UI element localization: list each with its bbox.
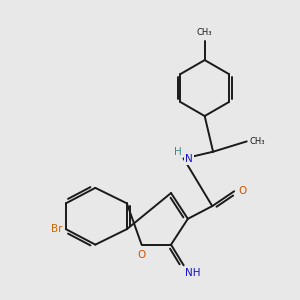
Text: CH₃: CH₃ xyxy=(249,137,265,146)
Text: Br: Br xyxy=(51,224,62,234)
Text: O: O xyxy=(137,250,146,260)
Text: O: O xyxy=(238,186,247,196)
Text: NH: NH xyxy=(185,268,201,278)
Text: CH₃: CH₃ xyxy=(197,28,212,38)
Text: H: H xyxy=(174,147,182,157)
Text: N: N xyxy=(185,154,193,164)
